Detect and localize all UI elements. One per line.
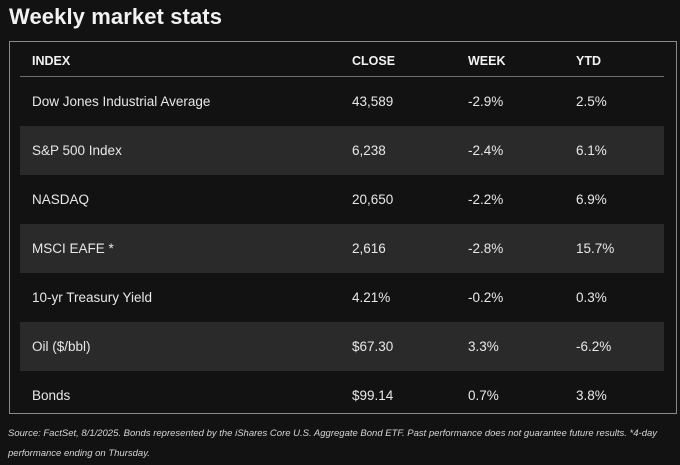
cell-close: $99.14 (352, 388, 394, 403)
table-header-row: INDEX CLOSE WEEK YTD (20, 47, 664, 74)
table-row: NASDAQ 20,650 -2.2% 6.9% (20, 175, 664, 224)
table-row: Oil ($/bbl) $67.30 3.3% -6.2% (20, 322, 664, 371)
cell-week: 3.3% (468, 339, 499, 354)
cell-week: 0.7% (468, 388, 499, 403)
table-row: MSCI EAFE * 2,616 -2.8% 15.7% (20, 224, 664, 273)
cell-index: MSCI EAFE * (32, 241, 114, 256)
header-divider (20, 76, 664, 77)
cell-ytd: 6.9% (576, 192, 607, 207)
cell-week: -2.9% (468, 94, 504, 109)
cell-close: 6,238 (352, 143, 386, 158)
cell-close: 4.21% (352, 290, 391, 305)
cell-index: Oil ($/bbl) (32, 339, 91, 354)
cell-ytd: 0.3% (576, 290, 607, 305)
source-footnote: Source: FactSet, 8/1/2025. Bonds represe… (8, 428, 658, 459)
header-close: CLOSE (352, 53, 396, 68)
cell-index: 10-yr Treasury Yield (32, 290, 153, 305)
cell-index: NASDAQ (32, 192, 90, 207)
cell-index: Bonds (32, 388, 71, 403)
header-ytd: YTD (576, 53, 601, 68)
cell-ytd: -6.2% (576, 339, 612, 354)
table-row: 10-yr Treasury Yield 4.21% -0.2% 0.3% (20, 273, 664, 322)
cell-ytd: 2.5% (576, 94, 607, 109)
table-row: Dow Jones Industrial Average 43,589 -2.9… (20, 77, 664, 126)
cell-index: Dow Jones Industrial Average (32, 94, 211, 109)
cell-close: 43,589 (352, 94, 394, 109)
cell-ytd: 6.1% (576, 143, 607, 158)
header-index: INDEX (32, 53, 71, 68)
cell-week: -2.8% (468, 241, 504, 256)
cell-index: S&P 500 Index (32, 143, 122, 158)
table-row: S&P 500 Index 6,238 -2.4% 6.1% (20, 126, 664, 175)
cell-ytd: 3.8% (576, 388, 607, 403)
cell-week: -2.4% (468, 143, 504, 158)
cell-ytd: 15.7% (576, 241, 615, 256)
cell-close: 20,650 (352, 192, 394, 207)
header-week: WEEK (468, 53, 506, 68)
cell-close: $67.30 (352, 339, 394, 354)
stats-table-panel (9, 41, 677, 414)
page-title: Weekly market stats (9, 4, 223, 29)
table-body: Dow Jones Industrial Average 43,589 -2.9… (20, 77, 664, 420)
cell-close: 2,616 (352, 241, 386, 256)
cell-week: -0.2% (468, 290, 504, 305)
cell-week: -2.2% (468, 192, 504, 207)
table-row: Bonds $99.14 0.7% 3.8% (20, 371, 664, 420)
